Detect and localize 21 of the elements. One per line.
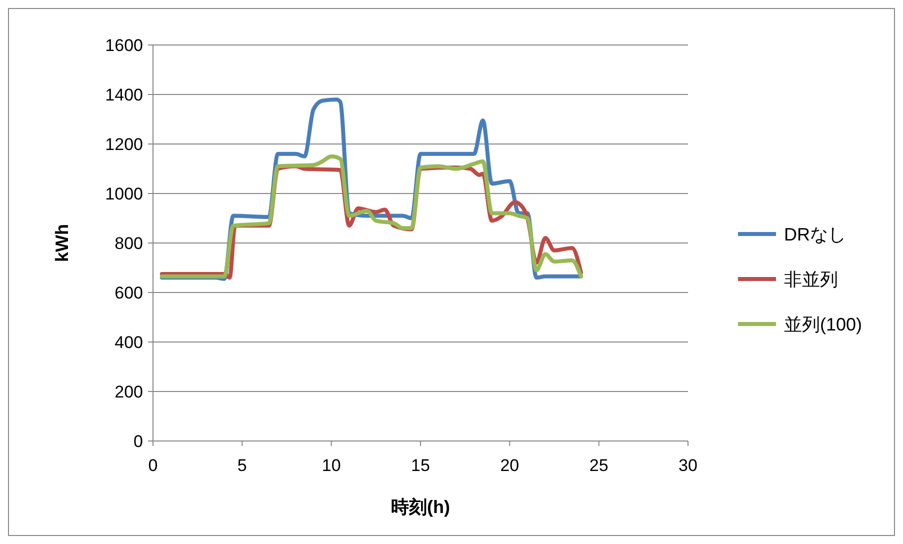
x-tick-label: 10: [322, 456, 341, 475]
legend-label: 非並列: [784, 269, 838, 290]
y-tick-label: 800: [114, 234, 143, 253]
x-tick-label: 5: [237, 456, 247, 475]
y-tick-label: 1000: [105, 184, 143, 204]
y-tick-label: 1600: [105, 36, 143, 55]
y-tick-label: 200: [114, 382, 143, 402]
x-axis-title: 時刻(h): [391, 497, 450, 517]
y-axis-title: kWh: [52, 224, 72, 262]
y-tick-label: 400: [114, 332, 143, 352]
x-tick-label: 25: [589, 456, 608, 475]
legend-label: DRなし: [784, 224, 846, 244]
x-tick-label: 30: [678, 456, 698, 475]
x-tick-label: 0: [148, 456, 158, 475]
y-tick-label: 600: [114, 283, 143, 302]
x-tick-label: 20: [500, 456, 520, 475]
y-tick-label: 1400: [105, 85, 143, 104]
x-tick-label: 15: [411, 456, 430, 475]
y-tick-label: 0: [134, 432, 143, 451]
y-tick-label: 1200: [105, 134, 143, 154]
legend-label: 並列(100): [784, 314, 862, 334]
